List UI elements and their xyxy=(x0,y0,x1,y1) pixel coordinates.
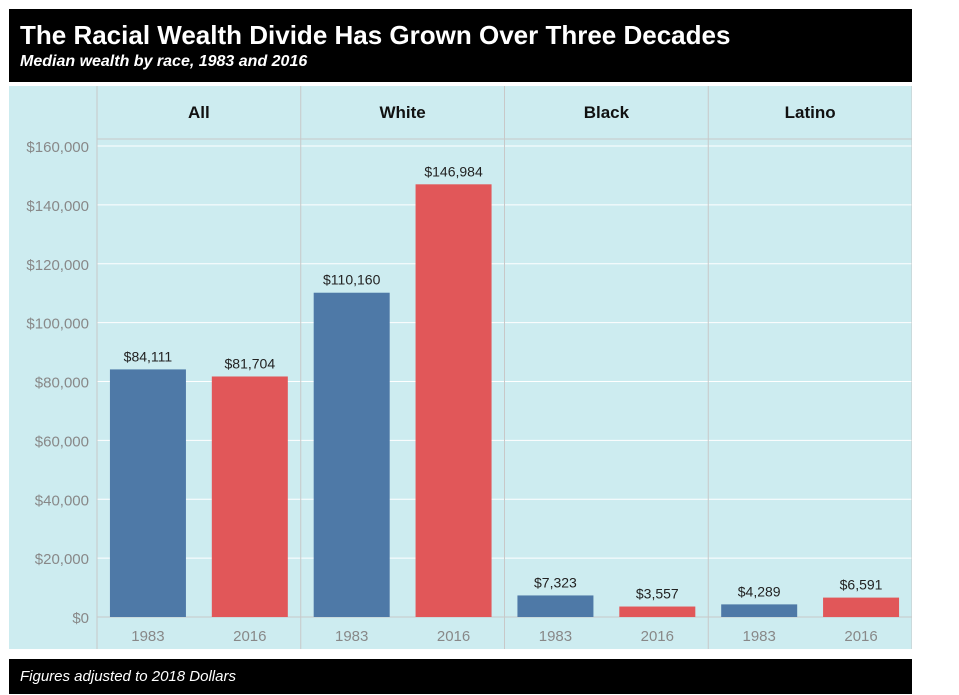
y-tick-label: $20,000 xyxy=(35,551,89,568)
bar-latino-2016 xyxy=(823,597,900,617)
data-label: $146,984 xyxy=(424,163,483,179)
data-label: $4,289 xyxy=(738,583,781,599)
chart-subtitle: Median wealth by race, 1983 and 2016 xyxy=(20,53,308,70)
x-tick-label: 1983 xyxy=(335,628,368,645)
chart-title: The Racial Wealth Divide Has Grown Over … xyxy=(20,20,731,50)
chart-area: $0 $20,000 $40,000 $60,000 $80,000 $100,000 $1… xyxy=(9,86,913,649)
footer-note: Figures adjusted to 2018 Dollars xyxy=(20,668,236,685)
y-tick-label: $40,000 xyxy=(35,492,89,509)
panel-header-latino: Latino xyxy=(785,103,836,122)
x-tick-label: 2016 xyxy=(844,628,877,645)
bar-white-1983 xyxy=(313,292,390,617)
x-tick-label: 2016 xyxy=(437,628,470,645)
panel-header-all: All xyxy=(188,103,210,122)
data-label: $3,557 xyxy=(636,586,679,602)
bar-all-2016 xyxy=(211,376,288,617)
y-tick-label: $0 xyxy=(72,610,89,627)
panel-header-white: White xyxy=(379,103,425,122)
bar-black-1983 xyxy=(517,595,594,617)
bar-all-1983 xyxy=(109,369,186,617)
bar-chart: $0 $20,000 $40,000 $60,000 $80,000 $100,000 $1… xyxy=(9,86,913,649)
bar-white-2016 xyxy=(415,184,492,617)
x-tick-label: 2016 xyxy=(641,628,674,645)
data-label: $84,111 xyxy=(124,348,173,364)
x-tick-label: 1983 xyxy=(539,628,572,645)
data-label: $7,323 xyxy=(534,574,577,590)
data-label: $6,591 xyxy=(840,577,883,593)
data-label: $110,160 xyxy=(323,272,381,288)
y-tick-label: $120,000 xyxy=(26,257,89,274)
data-label: $81,704 xyxy=(225,355,276,371)
bar-latino-1983 xyxy=(721,604,798,617)
chart-footer: Figures adjusted to 2018 Dollars xyxy=(9,659,912,694)
panel-header-black: Black xyxy=(584,103,630,122)
y-tick-label: $100,000 xyxy=(26,316,89,333)
x-tick-label: 2016 xyxy=(233,628,266,645)
y-tick-label: $140,000 xyxy=(26,198,89,215)
y-tick-label: $80,000 xyxy=(35,375,89,392)
y-tick-label: $60,000 xyxy=(35,433,89,450)
x-tick-label: 1983 xyxy=(743,628,776,645)
chart-header: The Racial Wealth Divide Has Grown Over … xyxy=(9,9,912,82)
y-tick-label: $160,000 xyxy=(26,139,89,156)
bar-black-2016 xyxy=(619,606,696,617)
x-tick-label: 1983 xyxy=(131,628,164,645)
